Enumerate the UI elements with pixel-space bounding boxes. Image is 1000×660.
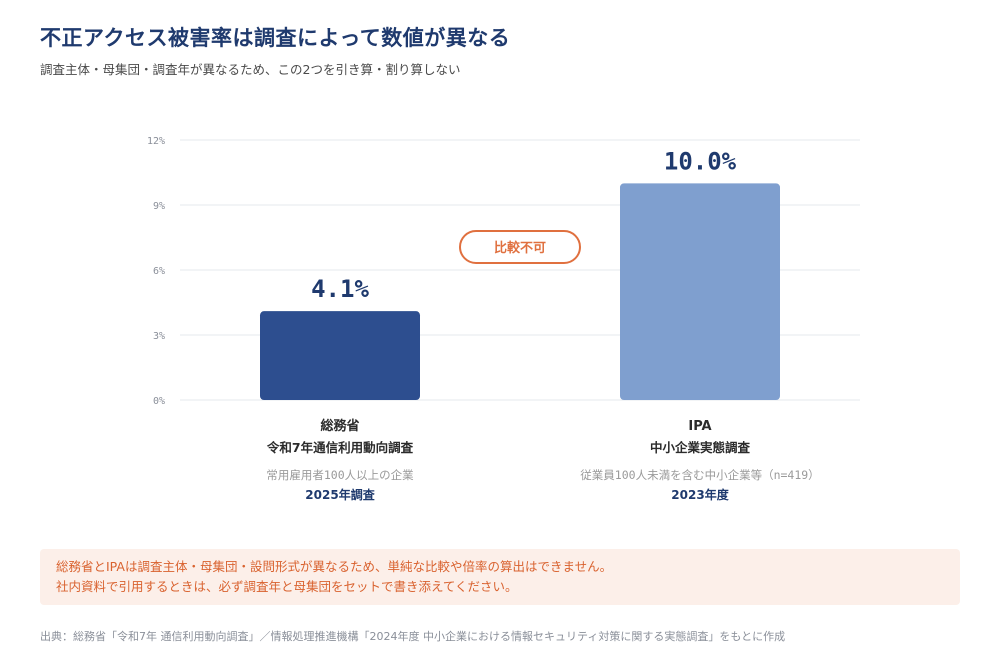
category-year-label: 2025年調査 [305, 488, 375, 502]
category-survey-label: 令和7年通信利用動向調査 [266, 440, 414, 455]
not-comparable-badge [459, 230, 581, 264]
y-tick-label: 3% [153, 331, 165, 342]
caution-note-line: 総務省とIPAは調査主体・母集団・設問形式が異なるため、単純な比較や倍率の算出は… [56, 559, 613, 574]
bar-value-label: 4.1% [311, 275, 369, 303]
y-tick-label: 0% [153, 396, 165, 407]
y-tick-label: 6% [153, 266, 165, 277]
source-citation: 出典：総務省「令和7年 通信利用動向調査」／情報処理推進機構「2024年度 中小… [40, 630, 786, 643]
chart-title: 不正アクセス被害率は調査によって数値が異なる [40, 26, 511, 50]
category-block-soumusho: 総務省 令和7年通信利用動向調査 常用雇用者100人以上の企業 2025年調査 [180, 417, 500, 505]
bar-value-label: 10.0% [664, 147, 737, 175]
category-org-label: IPA [688, 419, 712, 434]
caution-note-line: 社内資料で引用するときは、必ず調査年と母集団をセットで書き添えてください。 [56, 579, 518, 594]
bar [260, 311, 420, 400]
y-tick-label: 9% [153, 201, 165, 212]
not-comparable-badge-label: 比較不可 [494, 240, 546, 256]
y-tick-label: 12% [147, 136, 165, 147]
category-year-label: 2023年度 [671, 488, 729, 502]
category-block-ipa: IPA 中小企業実態調査 従業員100人未満を含む中小企業等（n=419） 20… [540, 417, 860, 505]
category-survey-label: 中小企業実態調査 [649, 440, 750, 455]
caution-note: 総務省とIPAは調査主体・母集団・設問形式が異なるため、単純な比較や倍率の算出は… [40, 549, 960, 605]
bar-chart: 0% 3% 6% 9% 12% 4.1% 10.0% 比較不可 [147, 136, 860, 407]
chart-subtitle: 調査主体・母集団・調査年が異なるため、この2つを引き算・割り算しない [40, 62, 461, 77]
category-population-label: 常用雇用者100人以上の企業 [266, 468, 414, 482]
category-org-label: 総務省 [320, 419, 360, 434]
bar [620, 183, 780, 400]
category-population-label: 従業員100人未満を含む中小企業等（n=419） [580, 468, 820, 482]
